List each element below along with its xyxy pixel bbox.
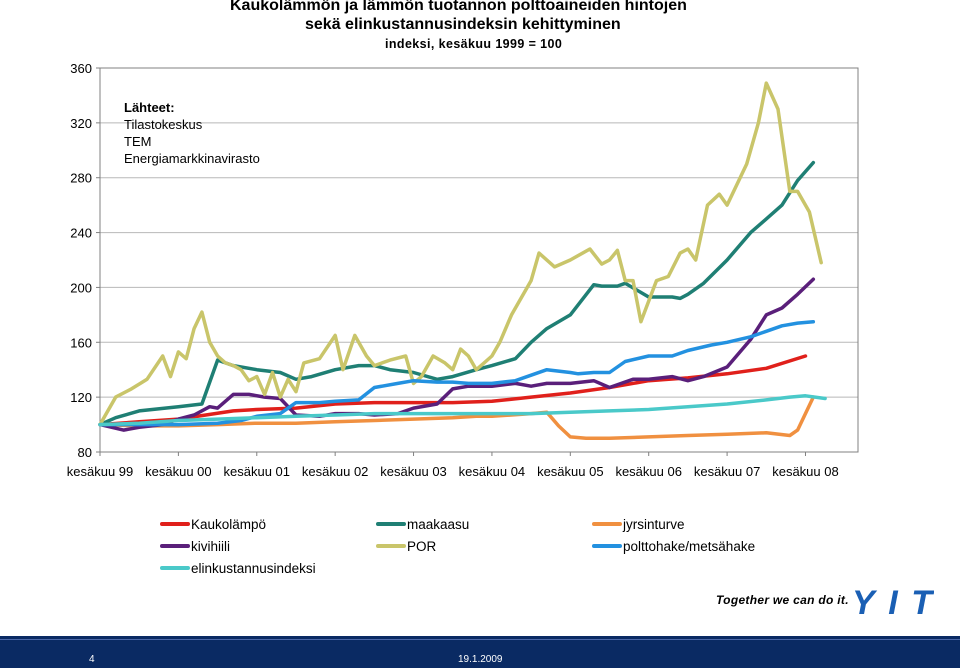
chart-subtitle: indeksi, kesäkuu 1999 = 100 bbox=[385, 37, 563, 51]
y-tick-label: 240 bbox=[70, 226, 92, 241]
legend-swatch-elinkustannusindeksi bbox=[160, 566, 190, 570]
legend-label-elinkustannusindeksi: elinkustannusindeksi bbox=[191, 561, 316, 576]
y-tick-label: 120 bbox=[70, 390, 92, 405]
plot-frame bbox=[99, 67, 859, 453]
footer-bar bbox=[0, 636, 960, 668]
sources-note: Lähteet: Tilastokeskus TEM Energiamarkki… bbox=[124, 99, 260, 167]
legend-swatch-kaukolampo bbox=[160, 522, 190, 526]
chart-title-line2: sekä elinkustannusindeksin kehittyminen bbox=[305, 16, 621, 33]
legend-label-kaukolampo: Kaukolämpö bbox=[191, 517, 267, 532]
chart-title-line1: Kaukolämmön ja lämmön tuotannon polttoai… bbox=[230, 0, 687, 14]
x-tick-label: kesäkuu 05 bbox=[537, 464, 604, 479]
legend-label-por: POR bbox=[407, 539, 437, 554]
sources-heading: Lähteet: bbox=[124, 100, 175, 115]
footer-divider bbox=[0, 639, 960, 640]
series-line-4 bbox=[98, 277, 816, 432]
y-tick-label: 320 bbox=[70, 116, 92, 131]
y-tick-label: 280 bbox=[70, 171, 92, 186]
series-lines bbox=[98, 81, 827, 441]
source-item: Energiamarkkinavirasto bbox=[124, 151, 260, 166]
series-line-6 bbox=[98, 319, 816, 427]
legend-swatch-jyrsinturve bbox=[592, 522, 622, 526]
legend-swatch-kivihiili bbox=[160, 544, 190, 548]
tick-labels: 80 120 160 200 240 280 320 360 kesäkuu 99 kesäkuu… bbox=[67, 61, 839, 479]
y-tick-label: 360 bbox=[70, 61, 92, 76]
y-tick-label: 80 bbox=[78, 445, 92, 460]
x-tick-label: kesäkuu 03 bbox=[380, 464, 447, 479]
legend-label-polttohake: polttohake/metsähake bbox=[623, 539, 756, 554]
legend-label-kivihiili: kivihiili bbox=[191, 539, 231, 554]
x-tick-label: kesäkuu 06 bbox=[615, 464, 682, 479]
footer-date: 19.1.2009 bbox=[458, 654, 503, 665]
line-chart: 80 120 160 200 240 280 320 360 kesäkuu 99 kesäkuu… bbox=[67, 61, 859, 479]
x-tick-label: kesäkuu 07 bbox=[694, 464, 761, 479]
yit-logo-text: YIT bbox=[852, 586, 934, 616]
series-line-5 bbox=[98, 81, 823, 427]
axes bbox=[96, 67, 859, 456]
legend-label-maakaasu: maakaasu bbox=[407, 517, 470, 532]
series-line-7 bbox=[98, 394, 827, 427]
x-tick-label: kesäkuu 99 bbox=[67, 464, 134, 479]
legend-swatch-maakaasu bbox=[376, 522, 406, 526]
x-tick-label: kesäkuu 02 bbox=[302, 464, 369, 479]
legend-label-jyrsinturve: jyrsinturve bbox=[623, 517, 685, 532]
legend-swatch-polttohake bbox=[592, 544, 622, 548]
legend-swatch-por bbox=[376, 544, 406, 548]
x-tick-label: kesäkuu 04 bbox=[459, 464, 526, 479]
yit-logo: YIT bbox=[852, 586, 934, 616]
x-tick-label: kesäkuu 08 bbox=[772, 464, 839, 479]
y-tick-label: 200 bbox=[70, 280, 92, 295]
y-tick-label: 160 bbox=[70, 335, 92, 350]
x-tick-label: kesäkuu 01 bbox=[224, 464, 291, 479]
source-item: Tilastokeskus bbox=[124, 117, 203, 132]
company-slogan: Together we can do it. bbox=[716, 593, 849, 607]
series-line-2 bbox=[98, 160, 816, 427]
page-number: 4 bbox=[89, 654, 95, 665]
source-item: TEM bbox=[124, 134, 152, 149]
x-tick-label: kesäkuu 00 bbox=[145, 464, 212, 479]
